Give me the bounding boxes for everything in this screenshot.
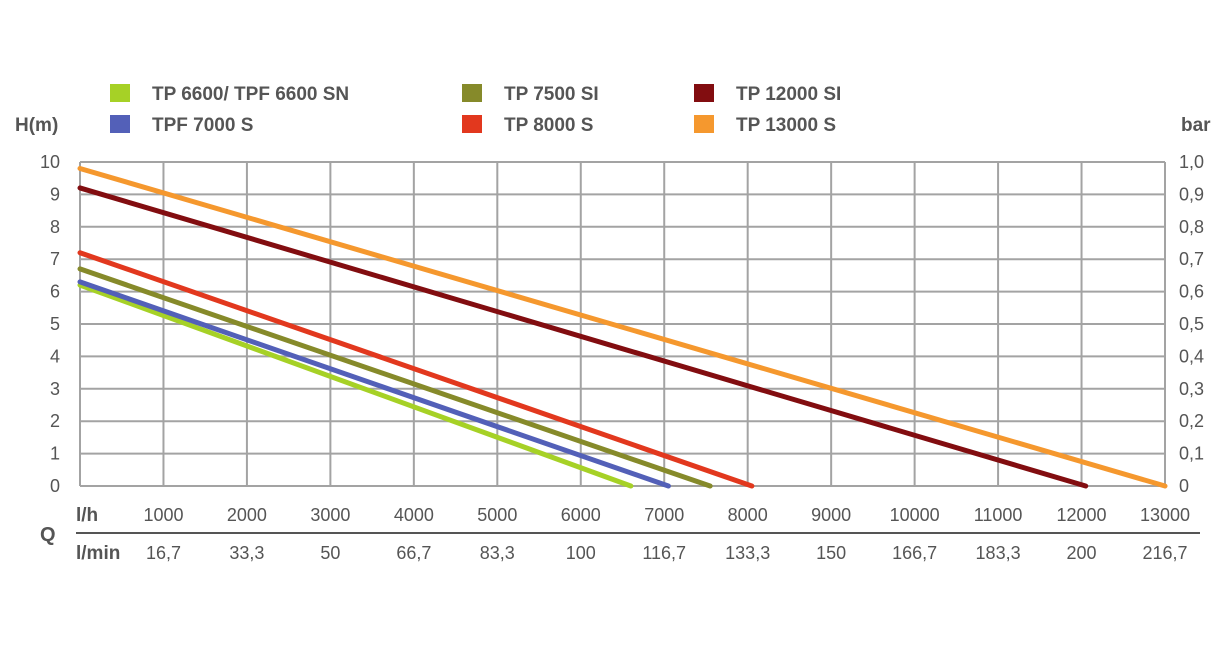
y-tick-right: 0,2 <box>1179 411 1204 431</box>
y-tick-left: 1 <box>50 444 60 464</box>
legend-swatch <box>694 84 714 102</box>
y-tick-left: 9 <box>50 184 60 204</box>
legend-swatch <box>462 84 482 102</box>
y-tick-right: 0,1 <box>1179 444 1204 464</box>
x-tick-lh: 10000 <box>890 505 940 525</box>
y-axis-right-label: bar <box>1181 115 1211 136</box>
legend-label: TP 6600/ TPF 6600 SN <box>152 84 349 105</box>
legend: TP 6600/ TPF 6600 SN TP 7500 SI TP 12000 S… <box>110 84 841 136</box>
x-tick-lmin: 133,3 <box>725 543 770 563</box>
series-line <box>77 266 713 489</box>
x-axis-q-label: Q <box>40 524 56 546</box>
x-tick-lh: 7000 <box>644 505 684 525</box>
y-tick-left: 3 <box>50 379 60 399</box>
y-tick-left: 6 <box>50 282 60 302</box>
legend-item: TPF 7000 S <box>110 115 253 136</box>
legend-label: TPF 7000 S <box>152 115 253 136</box>
y-tick-right: 0,9 <box>1179 184 1204 204</box>
x-tick-lmin: 150 <box>816 543 846 563</box>
legend-label: TP 13000 S <box>736 115 836 136</box>
legend-item: TP 8000 S <box>462 115 593 136</box>
y-tick-right: 0,7 <box>1179 249 1204 269</box>
y-tick-right: 0,4 <box>1179 346 1204 366</box>
y-tick-labels: 0 1 2 3 4 5 6 7 8 9 10 0 0,1 0,2 0,3 0,4 0,5 0,6 0,7 0,8 0,9… <box>40 152 1204 496</box>
x-tick-lmin: 116,7 <box>642 543 686 563</box>
legend-item: TP 12000 SI <box>694 84 841 105</box>
y-tick-left: 2 <box>50 411 60 431</box>
y-tick-left: 4 <box>50 346 60 366</box>
x-tick-lh: 11000 <box>974 505 1023 525</box>
y-tick-right: 0 <box>1179 476 1189 496</box>
y-tick-right: 0,5 <box>1179 314 1204 334</box>
series-line <box>77 279 671 489</box>
x-tick-lmin: 183,3 <box>976 543 1021 563</box>
x-tick-lh: 6000 <box>561 505 601 525</box>
x-tick-lmin: 16,7 <box>146 543 181 563</box>
x-tick-lh: 4000 <box>394 505 434 525</box>
series-line <box>77 250 755 489</box>
legend-label: TP 7500 SI <box>504 84 599 105</box>
x-tick-lh: 13000 <box>1140 505 1190 525</box>
legend-item: TP 6600/ TPF 6600 SN <box>110 84 349 105</box>
series-lines <box>77 165 1168 489</box>
legend-swatch <box>694 115 714 133</box>
y-axis-left-label: H(m) <box>15 115 58 136</box>
y-tick-right: 1,0 <box>1179 152 1204 172</box>
y-tick-right: 0,3 <box>1179 379 1204 399</box>
legend-swatch <box>462 115 482 133</box>
x-tick-lh: 9000 <box>811 505 851 525</box>
y-tick-right: 0,6 <box>1179 282 1204 302</box>
x-tick-lmin: 166,7 <box>892 543 937 563</box>
x-tick-lmin: 216,7 <box>1142 543 1187 563</box>
x-row-lh-label: l/h <box>76 505 98 526</box>
x-tick-lh: 8000 <box>728 505 768 525</box>
y-tick-left: 0 <box>50 476 60 496</box>
x-tick-lh: 2000 <box>227 505 267 525</box>
x-tick-lh: 1000 <box>143 505 183 525</box>
legend-label: TP 12000 SI <box>736 84 841 105</box>
x-tick-lh: 5000 <box>477 505 517 525</box>
x-tick-lmin: 83,3 <box>480 543 515 563</box>
x-tick-labels: 1000 2000 3000 4000 5000 6000 7000 8000 9000 1000… <box>143 505 1190 563</box>
series-line <box>77 165 1168 489</box>
legend-item: TP 13000 S <box>694 115 836 136</box>
x-tick-lh: 3000 <box>310 505 350 525</box>
x-tick-lh: 12000 <box>1057 505 1107 525</box>
legend-swatch <box>110 115 130 133</box>
x-tick-lmin: 66,7 <box>396 543 431 563</box>
y-tick-left: 8 <box>50 217 60 237</box>
x-tick-lmin: 100 <box>566 543 596 563</box>
y-tick-left: 7 <box>50 249 60 269</box>
x-tick-lmin: 33,3 <box>229 543 264 563</box>
x-row-lmin-label: l/min <box>76 543 120 564</box>
x-tick-lmin: 200 <box>1067 543 1097 563</box>
y-tick-right: 0,8 <box>1179 217 1204 237</box>
series-line <box>77 282 634 489</box>
legend-item: TP 7500 SI <box>462 84 599 105</box>
y-tick-left: 5 <box>50 314 60 334</box>
legend-swatch <box>110 84 130 102</box>
legend-label: TP 8000 S <box>504 115 593 136</box>
y-tick-left: 10 <box>40 152 60 172</box>
x-tick-lmin: 50 <box>320 543 340 563</box>
series-line <box>77 185 1089 489</box>
